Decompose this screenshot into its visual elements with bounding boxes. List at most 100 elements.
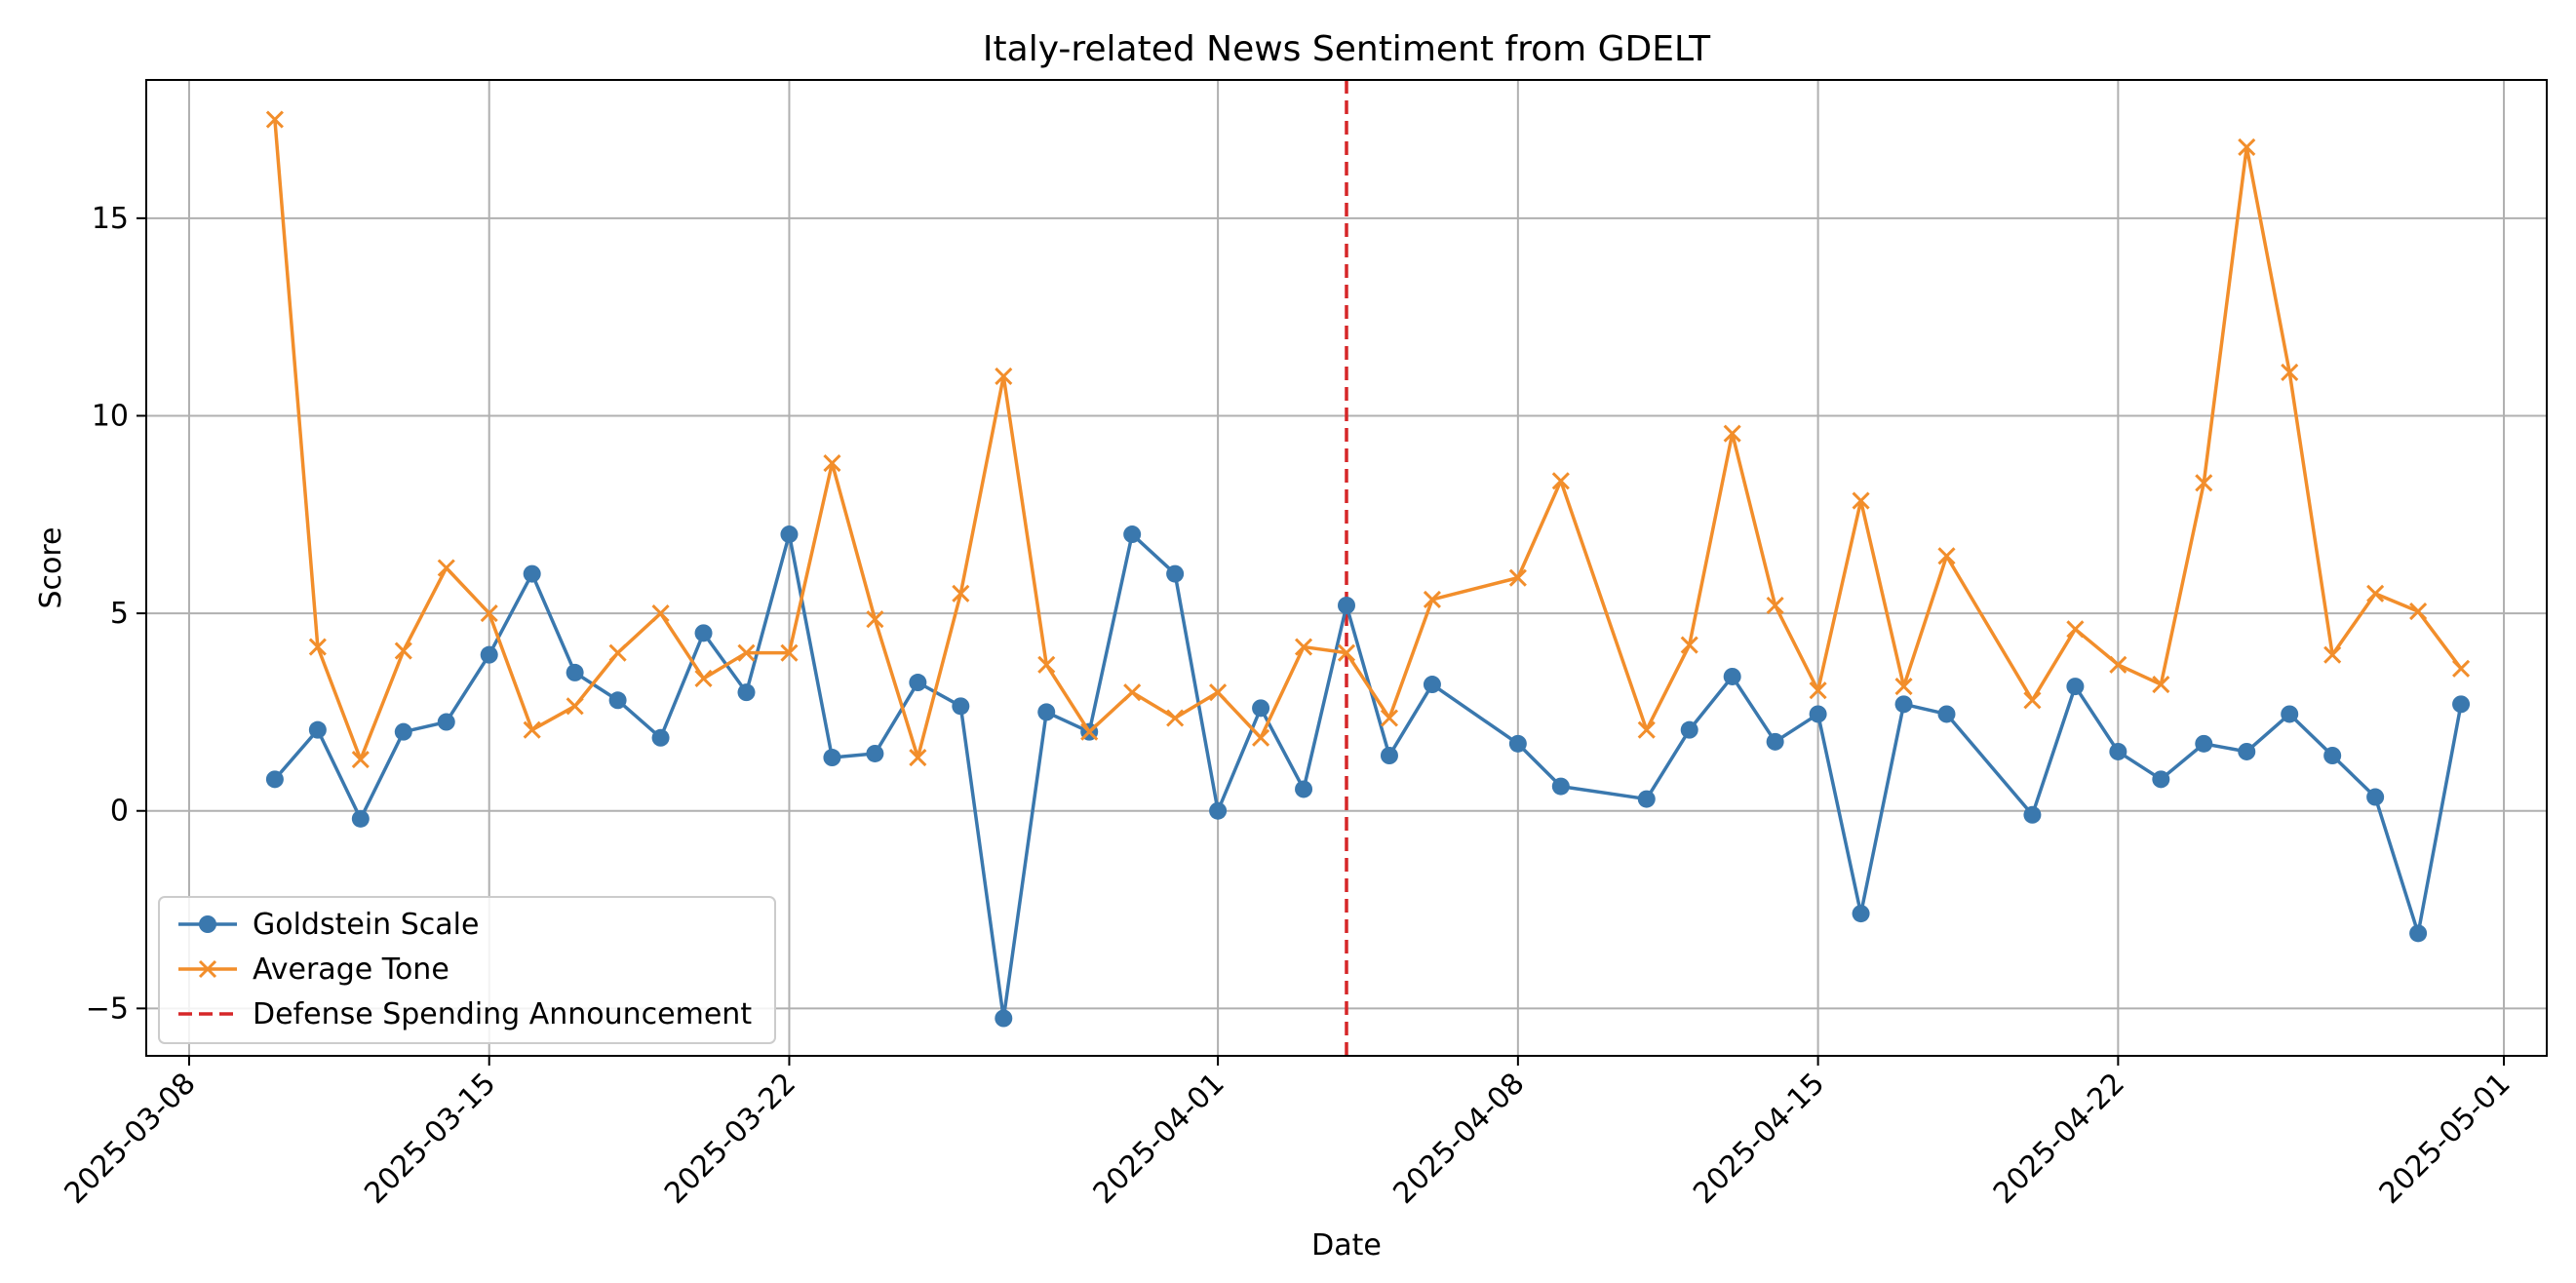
x-marker (1637, 720, 1656, 739)
average-tone-point (2366, 584, 2385, 603)
average-tone-point (1380, 709, 1399, 727)
average-tone-point (523, 720, 541, 739)
goldstein-point (2023, 805, 2042, 824)
average-tone-point (394, 642, 412, 660)
goldstein-point (308, 720, 327, 739)
x-marker (2281, 363, 2299, 381)
x-marker (2195, 474, 2213, 492)
average-tone-point (1766, 596, 1784, 615)
x-marker (308, 638, 327, 656)
average-tone-point (1166, 709, 1185, 727)
average-tone-point (1723, 424, 1741, 443)
x-marker (394, 642, 412, 660)
x-marker (480, 604, 498, 623)
x-marker (1252, 728, 1270, 747)
average-tone-point (480, 604, 498, 623)
y-tick-label: −5 (86, 991, 129, 1026)
goldstein-point (1637, 790, 1656, 808)
goldstein-point (1723, 667, 1741, 685)
x-marker (1337, 643, 1356, 662)
average-tone-point (1937, 547, 1956, 565)
goldstein-point (1508, 734, 1527, 753)
y-tick-label: 10 (92, 399, 129, 433)
average-tone-point (1894, 678, 1913, 696)
goldstein-point (1809, 705, 1827, 723)
average-tone-point (866, 610, 884, 629)
x-marker (437, 559, 455, 577)
x-marker (1723, 424, 1741, 443)
average-tone-point (2109, 655, 2127, 674)
x-marker (694, 669, 713, 688)
average-tone-point (780, 643, 799, 662)
x-marker (1037, 655, 1056, 674)
goldstein-point (1423, 676, 1441, 694)
x-marker (2152, 675, 2170, 694)
goldstein-point (2452, 695, 2471, 714)
x-marker (737, 643, 756, 662)
x-marker (780, 643, 799, 662)
plot-frame (145, 79, 2548, 1057)
average-tone-point (1809, 681, 1827, 700)
goldstein-point (909, 674, 927, 692)
x-marker (1166, 709, 1185, 727)
average-tone-point (566, 697, 584, 716)
x-marker (1080, 722, 1099, 741)
x-marker (651, 604, 670, 623)
x-marker (1294, 638, 1313, 656)
average-tone-point (265, 110, 284, 129)
x-marker (351, 750, 370, 769)
x-marker (1809, 681, 1827, 700)
chart-title: Italy-related News Sentiment from GDELT (983, 29, 1711, 69)
x-marker (1123, 683, 1142, 702)
x-marker (2023, 691, 2042, 710)
average-tone-point (1680, 636, 1698, 654)
legend-label: Defense Spending Announcement (253, 997, 752, 1031)
average-tone-point (909, 748, 927, 767)
average-tone-point (1294, 638, 1313, 656)
x-marker (1937, 547, 1956, 565)
x-marker (2452, 659, 2471, 678)
x-marker (2323, 645, 2342, 664)
average-tone-point (823, 454, 841, 473)
x-marker (909, 748, 927, 767)
x-marker (866, 610, 884, 629)
x-marker (523, 720, 541, 739)
average-tone-point (2238, 137, 2256, 156)
average-tone-point (737, 643, 756, 662)
goldstein-point (737, 683, 756, 702)
average-tone-point (2409, 603, 2428, 621)
goldstein-point (1766, 732, 1784, 751)
goldstein-point (1037, 703, 1056, 721)
goldstein-point (523, 564, 541, 583)
average-tone-point (1123, 683, 1142, 702)
goldstein-point (608, 691, 627, 710)
goldstein-point (1852, 905, 1870, 923)
x-marker (2109, 655, 2127, 674)
average-tone-point (1337, 643, 1356, 662)
x-marker (1423, 590, 1441, 608)
goldstein-point (2195, 734, 2213, 753)
x-marker (2366, 584, 2385, 603)
average-tone-point (2152, 675, 2170, 694)
average-tone-point (2281, 363, 2299, 381)
goldstein-point (394, 722, 412, 741)
average-tone-point (1209, 683, 1228, 702)
average-tone-point (995, 367, 1013, 386)
legend-swatch-marker (199, 915, 216, 933)
average-tone-point (1852, 491, 1870, 510)
average-tone-point (437, 559, 455, 577)
goldstein-point (1380, 747, 1398, 764)
goldstein-point (1551, 777, 1570, 796)
goldstein-point (351, 809, 370, 828)
legend-label: Average Tone (253, 953, 449, 987)
goldstein-point (1123, 525, 1142, 544)
x-marker (2409, 603, 2428, 621)
goldstein-point (566, 663, 584, 681)
goldstein-point (952, 697, 970, 716)
goldstein-point (651, 728, 670, 747)
average-tone-point (1037, 655, 1056, 674)
goldstein-point (265, 770, 284, 789)
x-marker (1852, 491, 1870, 510)
